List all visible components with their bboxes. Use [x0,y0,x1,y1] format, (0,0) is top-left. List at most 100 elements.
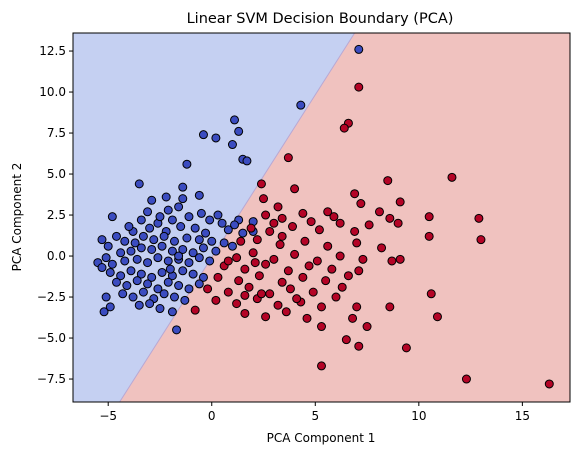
data-point-class-1-22 [364,220,374,230]
data-point-class-0-57 [167,246,177,256]
data-point-class-0-112 [217,218,227,228]
data-point-class-0-77 [147,272,157,282]
data-point-class-0-106 [145,299,155,309]
data-point-class-1-54 [354,266,364,276]
decision-region-class-1 [119,33,570,402]
data-point-class-1-76 [352,302,362,312]
data-point-class-1-8 [256,179,266,189]
data-point-class-1-35 [323,241,333,251]
data-point-class-0-6 [227,140,237,150]
data-point-class-0-3 [234,126,244,136]
data-point-class-0-38 [103,241,113,251]
data-point-class-1-26 [265,226,275,236]
data-point-class-0-85 [132,276,142,286]
data-point-class-0-27 [223,225,233,235]
data-point-class-1-10 [395,197,405,207]
y-tick-label: −7.5 [37,372,66,386]
data-point-class-0-20 [184,212,194,222]
data-point-class-1-100 [269,218,279,228]
data-point-class-0-42 [149,235,159,245]
data-point-class-1-30 [424,231,434,241]
x-axis-label: PCA Component 1 [267,431,376,445]
data-point-class-1-38 [476,235,486,245]
data-point-class-0-62 [97,263,107,273]
data-point-class-1-24 [474,213,484,223]
data-point-class-1-101 [337,282,347,292]
data-point-class-1-57 [254,271,264,281]
data-point-class-0-52 [116,248,126,258]
data-point-class-1-77 [385,302,395,312]
data-point-class-0-44 [169,236,179,246]
data-point-class-0-74 [116,271,126,281]
data-point-class-1-29 [350,226,360,236]
y-tick-label: 5.0 [47,167,66,181]
data-point-class-1-52 [304,261,314,271]
data-point-class-1-95 [277,231,287,241]
data-point-class-1-71 [232,299,242,309]
data-point-class-0-70 [184,258,194,268]
data-point-class-0-5 [211,133,221,143]
data-point-class-0-58 [178,244,188,254]
data-point-class-0-78 [157,267,167,277]
data-point-class-1-88 [354,341,364,351]
data-point-class-1-58 [277,277,287,287]
data-point-class-1-69 [426,289,436,299]
data-point-class-0-56 [157,241,167,251]
data-point-class-1-63 [223,287,233,297]
data-point-class-1-81 [281,307,291,317]
y-axis-label: PCA Component 2 [10,163,24,272]
data-point-class-0-41 [138,231,148,241]
data-point-class-1-82 [302,313,312,323]
data-point-class-1-59 [298,272,308,282]
data-point-class-1-93 [256,289,266,299]
data-point-class-1-7 [350,189,360,199]
data-point-class-1-43 [312,256,322,266]
data-point-class-1-11 [259,194,269,204]
data-point-class-0-43 [159,231,169,241]
data-point-class-0-12 [161,192,171,202]
y-axis: −7.5 −5.0 −2.5 0.0 2.5 5.0 7.5 10.0 12.5 [37,44,73,386]
data-point-class-1-32 [252,235,262,245]
data-point-class-1-92 [544,379,554,389]
data-point-class-0-8 [242,156,252,166]
data-point-class-0-88 [163,277,173,287]
data-point-class-0-22 [213,210,223,220]
data-point-class-1-33 [275,240,285,250]
data-point-class-0-94 [138,287,148,297]
data-point-class-0-63 [107,259,117,269]
data-point-class-0-46 [194,235,204,245]
data-point-class-1-86 [362,322,372,332]
data-point-class-0-13 [178,194,188,204]
data-point-class-1-80 [261,312,271,322]
data-point-class-0-80 [178,266,188,276]
data-point-class-1-51 [283,266,293,276]
data-point-class-1-14 [323,207,333,217]
data-point-class-0-17 [163,205,173,215]
data-point-class-0-51 [101,253,111,263]
data-point-class-1-91 [461,374,471,384]
data-point-class-1-15 [374,207,384,217]
data-point-class-0-101 [99,307,109,317]
data-point-class-0-4 [198,130,208,140]
data-point-class-0-45 [182,233,192,243]
data-point-class-0-34 [176,222,186,232]
data-point-class-1-67 [308,287,318,297]
data-point-class-0-55 [147,244,157,254]
data-point-class-1-53 [327,264,337,274]
data-point-class-1-83 [348,313,358,323]
data-point-class-1-84 [432,312,442,322]
data-point-class-1-60 [321,276,331,286]
data-point-class-1-37 [377,243,387,253]
data-point-class-0-99 [101,292,111,302]
y-tick-label: −2.5 [37,290,66,304]
data-point-class-0-64 [120,256,130,266]
data-point-class-0-1 [296,100,306,110]
data-point-class-1-16 [385,213,395,223]
data-point-class-1-34 [300,236,310,246]
data-point-class-0-14 [194,190,204,200]
data-point-class-1-6 [290,184,300,194]
data-point-class-1-56 [234,276,244,286]
data-point-class-0-9 [182,159,192,169]
data-point-class-0-111 [201,228,211,238]
data-point-class-0-15 [147,195,157,205]
